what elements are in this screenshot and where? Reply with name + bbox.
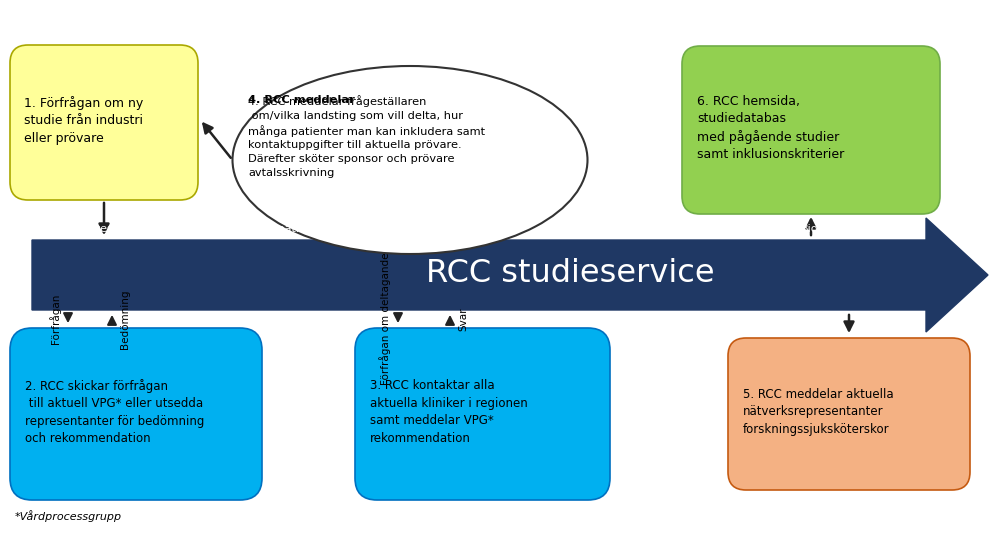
Text: Antal patienter via register: Antal patienter via register bbox=[245, 224, 395, 234]
Text: Biobanksavtal: Biobanksavtal bbox=[801, 224, 879, 234]
Text: 5. RCC meddelar aktuella
nätverksrepresentanter
forskningssjuksköterskor: 5. RCC meddelar aktuella nätverksreprese… bbox=[743, 388, 894, 436]
FancyBboxPatch shape bbox=[10, 45, 198, 200]
Text: Förfrågan om deltagande: Förfrågan om deltagande bbox=[379, 253, 391, 385]
Text: RCC studieservice: RCC studieservice bbox=[426, 259, 714, 289]
FancyBboxPatch shape bbox=[355, 328, 610, 500]
Text: 4. RCC meddelar: 4. RCC meddelar bbox=[248, 95, 355, 105]
Text: Sekretessavtal: Sekretessavtal bbox=[64, 224, 146, 234]
FancyBboxPatch shape bbox=[682, 46, 940, 214]
Polygon shape bbox=[32, 218, 988, 332]
Text: 2. RCC skickar förfrågan
 till aktuell VPG* eller utsedda
representanter för bed: 2. RCC skickar förfrågan till aktuell VP… bbox=[25, 379, 204, 445]
Text: 1. Förfrågan om ny
studie från industri
eller prövare: 1. Förfrågan om ny studie från industri … bbox=[24, 96, 143, 145]
Text: 6. RCC hemsida,
studiedatabas
med pågående studier
samt inklusionskriterier: 6. RCC hemsida, studiedatabas med pågåen… bbox=[697, 94, 844, 162]
Ellipse shape bbox=[232, 66, 588, 254]
Text: Bedömning: Bedömning bbox=[120, 289, 130, 349]
Text: Kostnadsbedömning: Kostnadsbedömning bbox=[198, 316, 312, 326]
FancyBboxPatch shape bbox=[728, 338, 970, 490]
FancyBboxPatch shape bbox=[10, 328, 262, 500]
Text: 3. RCC kontaktar alla
aktuella kliniker i regionen
samt meddelar VPG*
rekommenda: 3. RCC kontaktar alla aktuella kliniker … bbox=[370, 379, 528, 445]
Text: *Vårdprocessgrupp: *Vårdprocessgrupp bbox=[15, 510, 122, 522]
Text: Svar: Svar bbox=[458, 307, 468, 331]
Text: Förfrågan: Förfrågan bbox=[49, 294, 61, 344]
Text: 4. RCC meddelar frågeställaren
 om/vilka landsting som vill delta, hur
många pat: 4. RCC meddelar frågeställaren om/vilka … bbox=[248, 95, 485, 178]
